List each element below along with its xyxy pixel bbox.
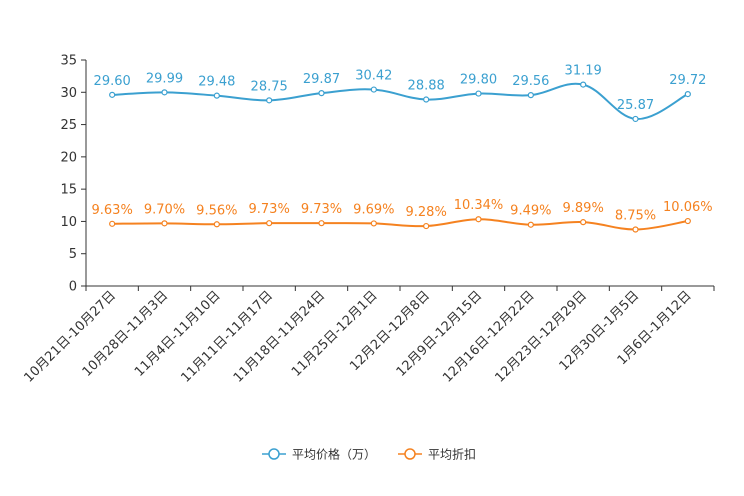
y-tick-label: 15 bbox=[60, 183, 77, 198]
data-point bbox=[423, 222, 430, 230]
data-point bbox=[213, 92, 220, 99]
data-point bbox=[370, 86, 377, 93]
y-tick-label: 0 bbox=[69, 280, 77, 295]
y-tick-label: 20 bbox=[60, 150, 77, 165]
data-label: 28.75 bbox=[251, 79, 288, 94]
data-point bbox=[213, 221, 220, 228]
data-label: 31.19 bbox=[565, 64, 602, 79]
x-tick-label: 12月16日-12月22日 bbox=[440, 288, 537, 385]
data-label: 29.48 bbox=[198, 75, 235, 90]
data-point bbox=[266, 220, 273, 227]
data-label: 8.75% bbox=[615, 209, 656, 224]
data-point bbox=[109, 220, 116, 227]
legend-marker-icon bbox=[404, 448, 416, 460]
x-tick-label: 12月23日-12月29日 bbox=[493, 288, 590, 385]
data-point bbox=[318, 90, 325, 97]
data-label: 29.56 bbox=[512, 74, 549, 89]
data-point bbox=[632, 226, 639, 233]
x-tick-label: 11月11日-11月17日 bbox=[179, 288, 276, 385]
data-point bbox=[161, 220, 168, 227]
data-label: 10.06% bbox=[663, 200, 713, 215]
data-point bbox=[266, 97, 273, 104]
chart-legend: 平均价格（万） 平均折扣 bbox=[262, 447, 476, 462]
data-label: 9.63% bbox=[92, 203, 133, 218]
data-point bbox=[527, 92, 534, 99]
data-point bbox=[423, 96, 430, 103]
data-label: 9.89% bbox=[563, 201, 604, 216]
data-label: 29.87 bbox=[303, 72, 340, 87]
data-point bbox=[580, 81, 587, 88]
data-label: 9.28% bbox=[406, 205, 447, 220]
legend-item-average-price: 平均价格（万） bbox=[262, 447, 376, 462]
data-label: 10.34% bbox=[454, 198, 504, 213]
data-label: 9.73% bbox=[301, 202, 342, 217]
series-average-discount: 9.63% 9.70% 9.56% 9.73% 9.73% 9.69% 9.28% 10.34… bbox=[92, 198, 713, 233]
data-point bbox=[109, 91, 116, 98]
data-label: 29.99 bbox=[146, 71, 183, 86]
y-tick-label: 30 bbox=[60, 86, 77, 101]
data-label: 29.80 bbox=[460, 73, 497, 88]
data-label: 9.49% bbox=[510, 204, 551, 219]
legend-label: 平均价格（万） bbox=[292, 447, 376, 462]
y-tick-label: 10 bbox=[60, 215, 77, 230]
data-label: 9.70% bbox=[144, 202, 185, 217]
x-tick-label: 11月18日-11月24日 bbox=[231, 288, 328, 385]
data-point bbox=[475, 216, 482, 223]
x-tick-label: 10月21日-10月27日 bbox=[22, 288, 119, 385]
data-point bbox=[161, 89, 168, 96]
data-label: 28.88 bbox=[408, 79, 445, 94]
data-point bbox=[580, 219, 587, 226]
data-point bbox=[684, 90, 691, 98]
data-point bbox=[475, 90, 482, 97]
data-point bbox=[318, 220, 325, 227]
y-tick-label: 35 bbox=[60, 54, 77, 69]
data-label: 30.42 bbox=[355, 69, 392, 84]
data-point bbox=[684, 217, 691, 225]
series-average-price: 29.60 29.99 29.48 28.75 29.87 30.42 28.88 29.80… bbox=[94, 64, 706, 123]
legend-label: 平均折扣 bbox=[428, 447, 476, 462]
data-label: 9.73% bbox=[249, 202, 290, 217]
legend-marker-icon bbox=[268, 448, 280, 460]
chart-series: 29.60 29.99 29.48 28.75 29.87 30.42 28.88 29.80… bbox=[92, 64, 713, 233]
data-point bbox=[632, 115, 639, 123]
y-tick-label: 25 bbox=[60, 118, 77, 133]
series-line bbox=[112, 82, 689, 120]
data-label: 9.56% bbox=[196, 203, 237, 218]
legend-item-average-discount: 平均折扣 bbox=[398, 447, 476, 462]
data-label: 25.87 bbox=[617, 98, 654, 113]
data-label: 9.69% bbox=[353, 202, 394, 217]
data-label: 29.60 bbox=[94, 74, 131, 89]
data-point bbox=[527, 221, 534, 228]
data-point bbox=[370, 220, 377, 227]
data-label: 29.72 bbox=[669, 73, 706, 88]
series-line bbox=[112, 218, 688, 231]
y-tick-label: 5 bbox=[69, 247, 77, 262]
